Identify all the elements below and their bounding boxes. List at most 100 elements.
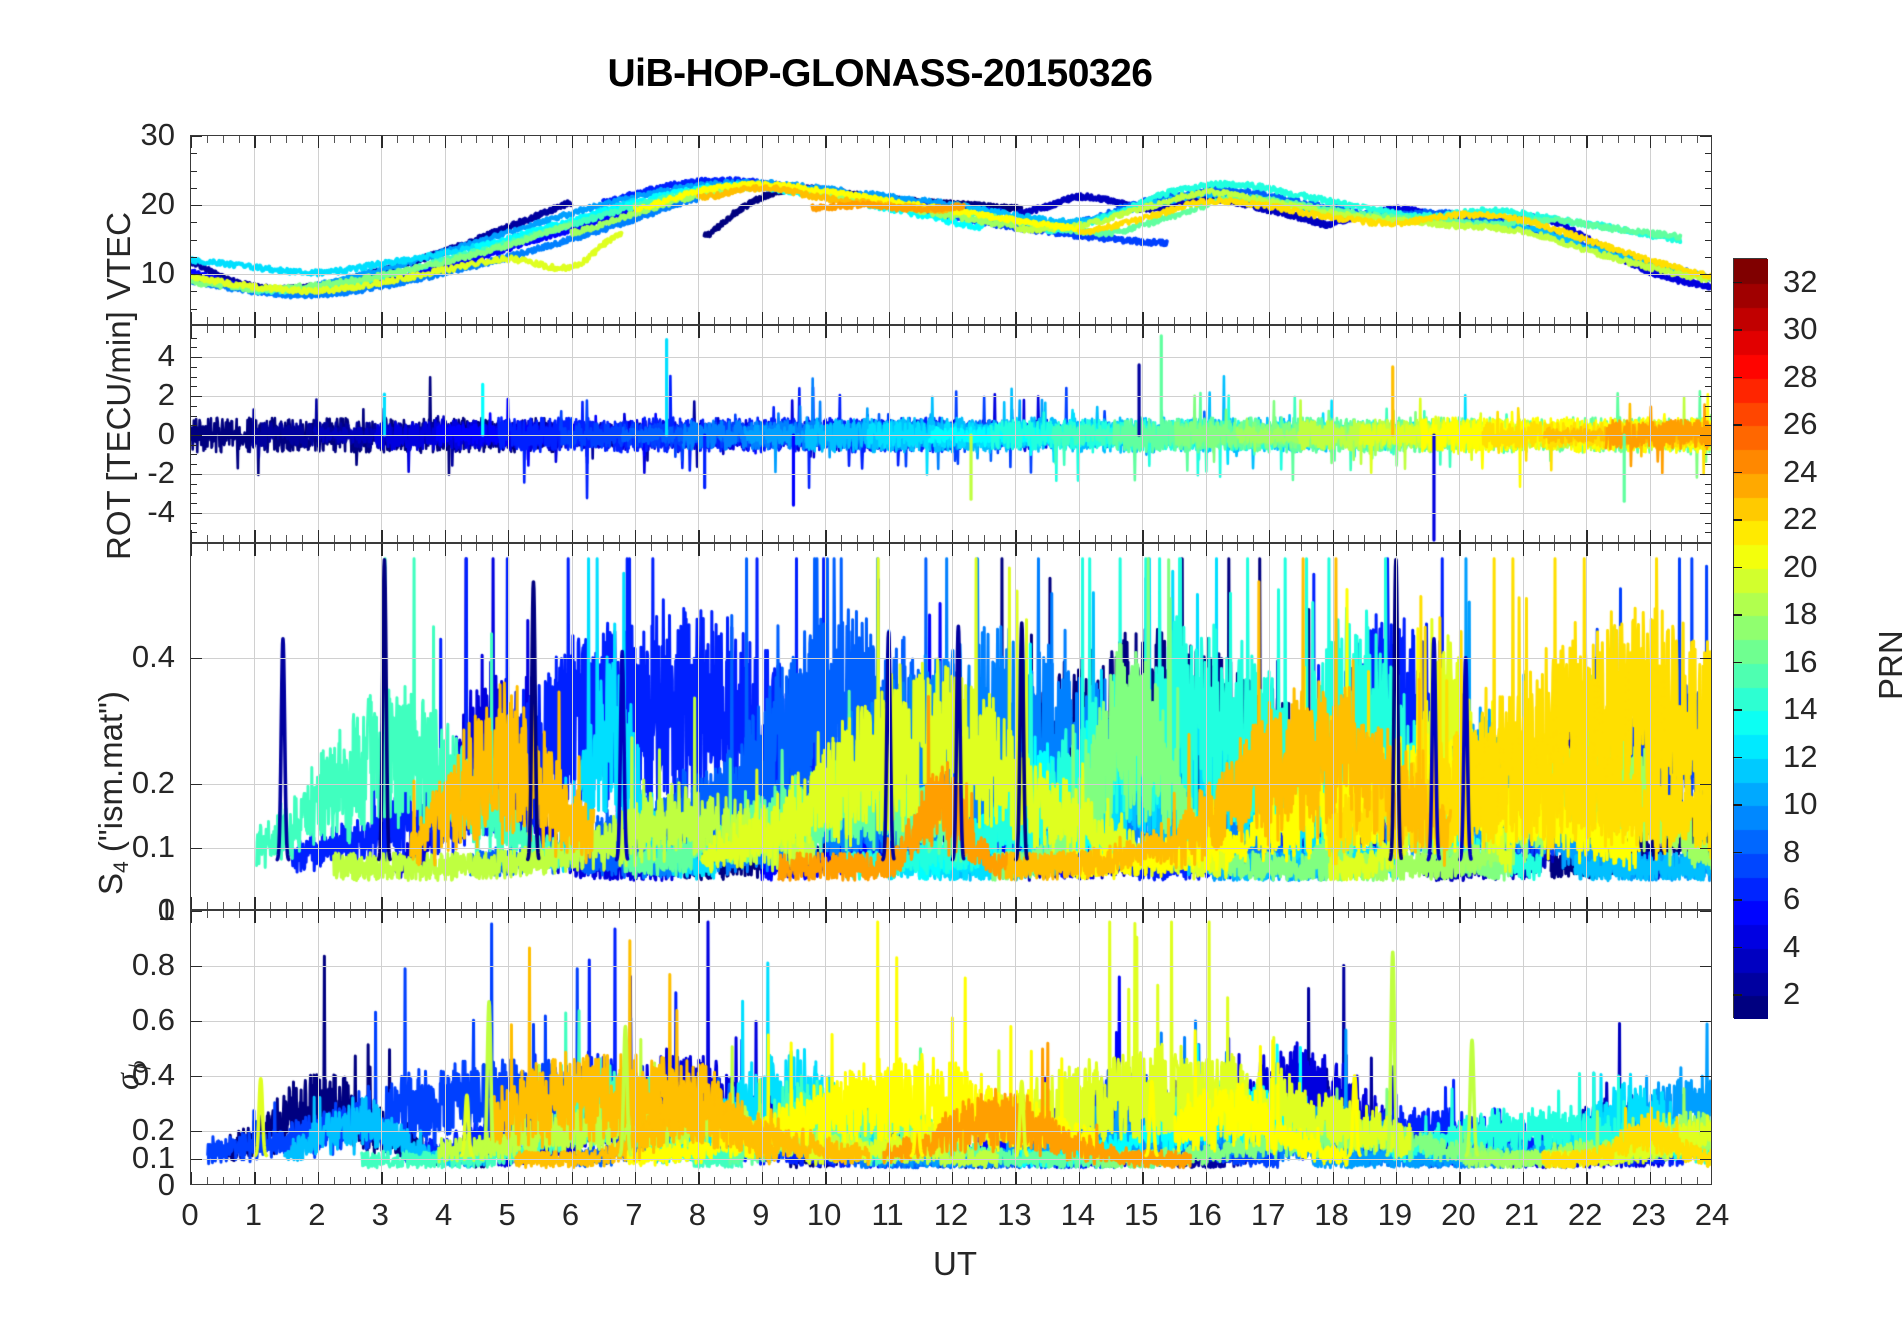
x-tick-minor-top bbox=[1253, 136, 1255, 143]
x-tick-minor-top bbox=[856, 136, 858, 143]
x-tick-minor-bottom bbox=[1427, 902, 1429, 909]
x-tick-minor-bottom bbox=[333, 317, 335, 324]
x-tick-major-bottom bbox=[634, 1172, 637, 1184]
x-tick-minor-top bbox=[270, 326, 272, 333]
x-tick-major-bottom bbox=[1269, 1172, 1271, 1184]
x-tick-minor-top bbox=[1617, 136, 1619, 143]
x-tick-minor-bottom bbox=[270, 535, 272, 542]
grid-line-vertical bbox=[318, 136, 319, 324]
x-tick-major-top bbox=[952, 544, 954, 556]
x-tick-major-bottom bbox=[888, 897, 890, 909]
x-tick-minor-bottom bbox=[730, 535, 732, 542]
x-tick-minor-top bbox=[1348, 326, 1350, 333]
x-tick-minor-top bbox=[1158, 911, 1160, 918]
x-tick-minor-bottom bbox=[1617, 535, 1619, 542]
x-tick-minor-top bbox=[1364, 911, 1366, 918]
x-tick-minor-top bbox=[682, 326, 684, 333]
x-tick-minor-bottom bbox=[1094, 535, 1096, 542]
y-tick-major bbox=[191, 205, 202, 207]
x-tick-minor-bottom bbox=[1348, 317, 1350, 324]
x-tick-minor-top bbox=[1126, 136, 1128, 143]
x-tick-major-bottom bbox=[1205, 312, 1208, 324]
grid-line-vertical bbox=[825, 326, 826, 542]
x-tick-minor-top bbox=[333, 911, 335, 918]
grid-line-horizontal bbox=[191, 848, 1711, 849]
x-tick-label: 19 bbox=[1377, 1197, 1413, 1232]
x-tick-minor-top bbox=[650, 136, 652, 143]
x-tick-major-bottom bbox=[444, 312, 447, 324]
x-tick-minor-bottom bbox=[983, 902, 985, 909]
grid-line-vertical bbox=[1015, 326, 1016, 542]
x-tick-minor-top bbox=[666, 136, 668, 143]
x-tick-major-top bbox=[381, 326, 383, 338]
x-tick-minor-top bbox=[1538, 911, 1540, 918]
grid-line-vertical bbox=[762, 326, 763, 542]
x-tick-minor-top bbox=[793, 544, 795, 551]
x-tick-minor-top bbox=[539, 136, 541, 143]
x-tick-minor-top bbox=[492, 544, 494, 551]
x-tick-minor-bottom bbox=[428, 535, 430, 542]
x-tick-minor-top bbox=[238, 326, 240, 333]
y-tick-minor bbox=[191, 503, 197, 505]
x-tick-minor-bottom bbox=[460, 902, 462, 909]
x-tick-minor-top bbox=[745, 911, 747, 918]
x-tick-minor-top bbox=[286, 326, 288, 333]
x-tick-minor-bottom bbox=[523, 317, 525, 324]
x-tick-minor-bottom bbox=[1554, 317, 1556, 324]
x-tick-minor-top bbox=[412, 136, 414, 143]
x-tick-minor-top bbox=[1062, 136, 1064, 143]
grid-line-horizontal bbox=[191, 274, 1711, 275]
x-tick-minor-top bbox=[793, 136, 795, 143]
y-tick-minor bbox=[1705, 425, 1711, 427]
x-tick-label: 6 bbox=[561, 1197, 580, 1232]
x-tick-minor-bottom bbox=[745, 317, 747, 324]
x-tick-minor-bottom bbox=[460, 1177, 462, 1184]
y-tick-label: 20 bbox=[140, 186, 175, 222]
grid-line-vertical bbox=[762, 911, 763, 1184]
x-tick-minor-top bbox=[1300, 911, 1302, 918]
x-tick-minor-bottom bbox=[920, 1177, 922, 1184]
x-tick-major-bottom bbox=[1078, 530, 1081, 542]
x-tick-major-bottom bbox=[1459, 1172, 1461, 1184]
x-tick-minor-top bbox=[1094, 326, 1096, 333]
x-tick-major-top bbox=[1205, 544, 1208, 556]
x-tick-minor-top bbox=[904, 911, 906, 918]
x-tick-minor-bottom bbox=[999, 902, 1001, 909]
x-tick-minor-bottom bbox=[666, 535, 668, 542]
x-tick-major-top bbox=[381, 911, 383, 923]
x-tick-major-top bbox=[761, 911, 764, 923]
x-tick-minor-bottom bbox=[1284, 902, 1286, 909]
x-tick-minor-bottom bbox=[412, 317, 414, 324]
x-tick-minor-bottom bbox=[492, 317, 494, 324]
x-tick-minor-bottom bbox=[1411, 1177, 1413, 1184]
x-tick-minor-bottom bbox=[1538, 902, 1540, 909]
x-tick-major-top bbox=[381, 136, 383, 148]
x-tick-minor-bottom bbox=[1570, 535, 1572, 542]
x-tick-label: 5 bbox=[498, 1197, 516, 1232]
x-tick-minor-top bbox=[603, 326, 605, 333]
grid-line-vertical bbox=[1015, 136, 1016, 324]
x-tick-minor-top bbox=[1348, 911, 1350, 918]
x-tick-minor-top bbox=[365, 136, 367, 143]
x-tick-minor-bottom bbox=[714, 902, 716, 909]
x-tick-minor-top bbox=[1491, 544, 1493, 551]
x-tick-major-top bbox=[191, 911, 193, 923]
x-tick-minor-top bbox=[1491, 911, 1493, 918]
x-tick-label: 14 bbox=[1060, 1197, 1096, 1232]
x-tick-minor-top bbox=[777, 911, 779, 918]
x-tick-minor-bottom bbox=[603, 1177, 605, 1184]
x-tick-minor-top bbox=[1506, 544, 1508, 551]
x-tick-minor-bottom bbox=[793, 317, 795, 324]
x-tick-minor-top bbox=[777, 326, 779, 333]
x-tick-major-top bbox=[1078, 136, 1081, 148]
grid-line-vertical bbox=[508, 136, 509, 324]
grid-line-vertical bbox=[1142, 911, 1143, 1184]
x-tick-minor-bottom bbox=[555, 535, 557, 542]
x-tick-major-top bbox=[1332, 911, 1334, 923]
x-tick-minor-top bbox=[365, 544, 367, 551]
x-tick-major-top bbox=[888, 911, 890, 923]
x-tick-minor-top bbox=[809, 326, 811, 333]
grid-line-vertical bbox=[381, 911, 382, 1184]
x-tick-minor-top bbox=[1538, 136, 1540, 143]
x-tick-major-bottom bbox=[191, 1172, 193, 1184]
